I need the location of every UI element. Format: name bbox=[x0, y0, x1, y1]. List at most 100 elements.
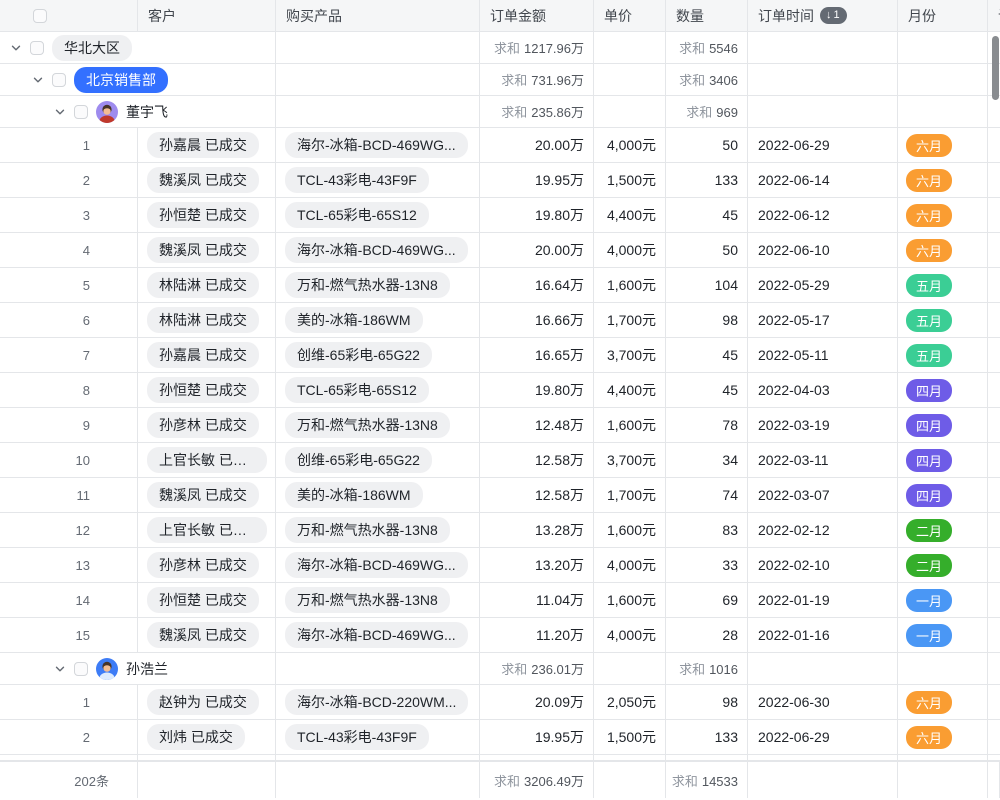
customer-cell[interactable]: 上官长敏 已成交 bbox=[138, 513, 276, 547]
group-quantity-sum[interactable]: 求和 969 bbox=[666, 96, 748, 127]
vertical-scrollbar-thumb[interactable] bbox=[992, 36, 999, 100]
product-cell[interactable]: 海尔-冰箱-BCD-469WG... bbox=[276, 618, 480, 652]
customer-cell[interactable]: 林陆淋 已成交 bbox=[138, 268, 276, 302]
unit-price-cell[interactable]: 1,700元 bbox=[594, 303, 666, 337]
order-time-cell[interactable]: 2022-06-30 bbox=[748, 685, 898, 719]
quantity-cell[interactable]: 133 bbox=[666, 720, 748, 754]
unit-price-cell[interactable]: 1,700元 bbox=[594, 478, 666, 512]
month-cell[interactable]: 一月 bbox=[898, 618, 988, 652]
order-time-cell[interactable]: 2022-05-11 bbox=[748, 338, 898, 372]
col-header-order-time[interactable]: 订单时间 ↓ 1 bbox=[748, 0, 898, 31]
amount-cell[interactable]: 20.00万 bbox=[480, 233, 594, 267]
customer-cell[interactable]: 魏溪凤 已成交 bbox=[138, 163, 276, 197]
order-time-cell[interactable]: 2022-06-12 bbox=[748, 198, 898, 232]
customer-cell[interactable]: 林陆淋 已成交 bbox=[138, 303, 276, 337]
row-number-cell[interactable]: 7 bbox=[0, 338, 138, 372]
unit-price-cell[interactable]: 2,050元 bbox=[594, 685, 666, 719]
order-time-cell[interactable]: 2022-06-29 bbox=[748, 128, 898, 162]
group-checkbox[interactable] bbox=[74, 661, 88, 676]
row-number-cell[interactable]: 11 bbox=[0, 478, 138, 512]
customer-cell[interactable]: 魏溪凤 已成交 bbox=[138, 233, 276, 267]
group-checkbox[interactable] bbox=[30, 40, 44, 55]
group-quantity-sum[interactable]: 求和 1016 bbox=[666, 653, 748, 684]
customer-cell[interactable]: 孙恒楚 已成交 bbox=[138, 373, 276, 407]
unit-price-cell[interactable]: 4,400元 bbox=[594, 373, 666, 407]
customer-cell[interactable]: 孙嘉晨 已成交 bbox=[138, 128, 276, 162]
month-cell[interactable]: 五月 bbox=[898, 303, 988, 337]
month-cell[interactable]: 四月 bbox=[898, 373, 988, 407]
footer-amount-sum[interactable]: 求和 3206.49万 bbox=[480, 762, 594, 798]
month-cell[interactable]: 二月 bbox=[898, 548, 988, 582]
month-cell[interactable]: 二月 bbox=[898, 513, 988, 547]
row-number-cell[interactable]: 13 bbox=[0, 548, 138, 582]
group-quantity-sum[interactable]: 求和 5546 bbox=[666, 32, 748, 63]
product-cell[interactable]: 海尔-冰箱-BCD-469WG... bbox=[276, 233, 480, 267]
product-cell[interactable]: 创维-65彩电-65G22 bbox=[276, 443, 480, 477]
unit-price-cell[interactable]: 3,700元 bbox=[594, 338, 666, 372]
unit-price-cell[interactable]: 1,500元 bbox=[594, 720, 666, 754]
customer-cell[interactable]: 孙恒楚 已成交 bbox=[138, 198, 276, 232]
unit-price-cell[interactable]: 1,600元 bbox=[594, 583, 666, 617]
product-cell[interactable]: 万和-燃气热水器-13N8 bbox=[276, 583, 480, 617]
quantity-cell[interactable]: 50 bbox=[666, 233, 748, 267]
amount-cell[interactable]: 11.20万 bbox=[480, 618, 594, 652]
group-checkbox[interactable] bbox=[74, 104, 88, 119]
sort-badge[interactable]: ↓ 1 bbox=[820, 7, 847, 24]
chevron-down-icon[interactable] bbox=[54, 663, 66, 675]
group-amount-sum[interactable]: 求和 236.01万 bbox=[480, 653, 594, 684]
group-tree-cell[interactable]: 北京销售部 bbox=[0, 64, 276, 95]
product-cell[interactable]: 美的-冰箱-186WM bbox=[276, 303, 480, 337]
unit-price-cell[interactable]: 1,600元 bbox=[594, 268, 666, 302]
order-time-cell[interactable]: 2022-01-16 bbox=[748, 618, 898, 652]
order-time-cell[interactable]: 2022-01-19 bbox=[748, 583, 898, 617]
unit-price-cell[interactable]: 4,400元 bbox=[594, 198, 666, 232]
customer-cell[interactable]: 赵钟为 已成交 bbox=[138, 685, 276, 719]
quantity-cell[interactable]: 50 bbox=[666, 128, 748, 162]
amount-cell[interactable]: 20.00万 bbox=[480, 128, 594, 162]
order-time-cell[interactable]: 2022-05-29 bbox=[748, 268, 898, 302]
customer-cell[interactable]: 孙嘉晨 已成交 bbox=[138, 338, 276, 372]
quantity-cell[interactable]: 104 bbox=[666, 268, 748, 302]
month-cell[interactable]: 六月 bbox=[898, 685, 988, 719]
col-header-customer[interactable]: 客户 bbox=[138, 0, 276, 31]
amount-cell[interactable]: 16.66万 bbox=[480, 303, 594, 337]
customer-cell[interactable]: 孙彦林 已成交 bbox=[138, 408, 276, 442]
quantity-cell[interactable]: 45 bbox=[666, 198, 748, 232]
amount-cell[interactable]: 12.58万 bbox=[480, 478, 594, 512]
month-cell[interactable]: 一月 bbox=[898, 583, 988, 617]
row-number-cell[interactable]: 8 bbox=[0, 373, 138, 407]
quantity-cell[interactable]: 45 bbox=[666, 373, 748, 407]
product-cell[interactable]: 万和-燃气热水器-13N8 bbox=[276, 513, 480, 547]
customer-cell[interactable]: 魏溪凤 已成交 bbox=[138, 618, 276, 652]
amount-cell[interactable]: 19.80万 bbox=[480, 373, 594, 407]
product-cell[interactable]: TCL-65彩电-65S12 bbox=[276, 373, 480, 407]
group-amount-sum[interactable]: 求和 1217.96万 bbox=[480, 32, 594, 63]
quantity-cell[interactable]: 78 bbox=[666, 408, 748, 442]
unit-price-cell[interactable]: 3,700元 bbox=[594, 443, 666, 477]
month-cell[interactable]: 六月 bbox=[898, 720, 988, 754]
col-header-amount[interactable]: 订单金额 bbox=[480, 0, 594, 31]
month-cell[interactable]: 六月 bbox=[898, 163, 988, 197]
product-cell[interactable]: 海尔-冰箱-BCD-469WG... bbox=[276, 128, 480, 162]
select-all-checkbox[interactable] bbox=[33, 8, 47, 23]
row-number-cell[interactable]: 10 bbox=[0, 443, 138, 477]
quantity-cell[interactable]: 69 bbox=[666, 583, 748, 617]
order-time-cell[interactable]: 2022-06-10 bbox=[748, 233, 898, 267]
product-cell[interactable]: TCL-43彩电-43F9F bbox=[276, 163, 480, 197]
order-time-cell[interactable]: 2022-06-14 bbox=[748, 163, 898, 197]
amount-cell[interactable]: 11.04万 bbox=[480, 583, 594, 617]
chevron-down-icon[interactable] bbox=[10, 42, 22, 54]
month-cell[interactable]: 四月 bbox=[898, 443, 988, 477]
col-header-product[interactable]: 购买产品 bbox=[276, 0, 480, 31]
month-cell[interactable]: 六月 bbox=[898, 198, 988, 232]
quantity-cell[interactable]: 133 bbox=[666, 163, 748, 197]
group-tree-cell[interactable]: 华北大区 bbox=[0, 32, 276, 63]
month-cell[interactable]: 六月 bbox=[898, 233, 988, 267]
unit-price-cell[interactable]: 4,000元 bbox=[594, 548, 666, 582]
month-cell[interactable]: 五月 bbox=[898, 338, 988, 372]
customer-cell[interactable]: 魏溪凤 已成交 bbox=[138, 478, 276, 512]
group-tree-cell[interactable]: 孙浩兰 bbox=[0, 653, 276, 684]
row-number-cell[interactable]: 2 bbox=[0, 720, 138, 754]
row-number-cell[interactable]: 4 bbox=[0, 233, 138, 267]
quantity-cell[interactable]: 83 bbox=[666, 513, 748, 547]
